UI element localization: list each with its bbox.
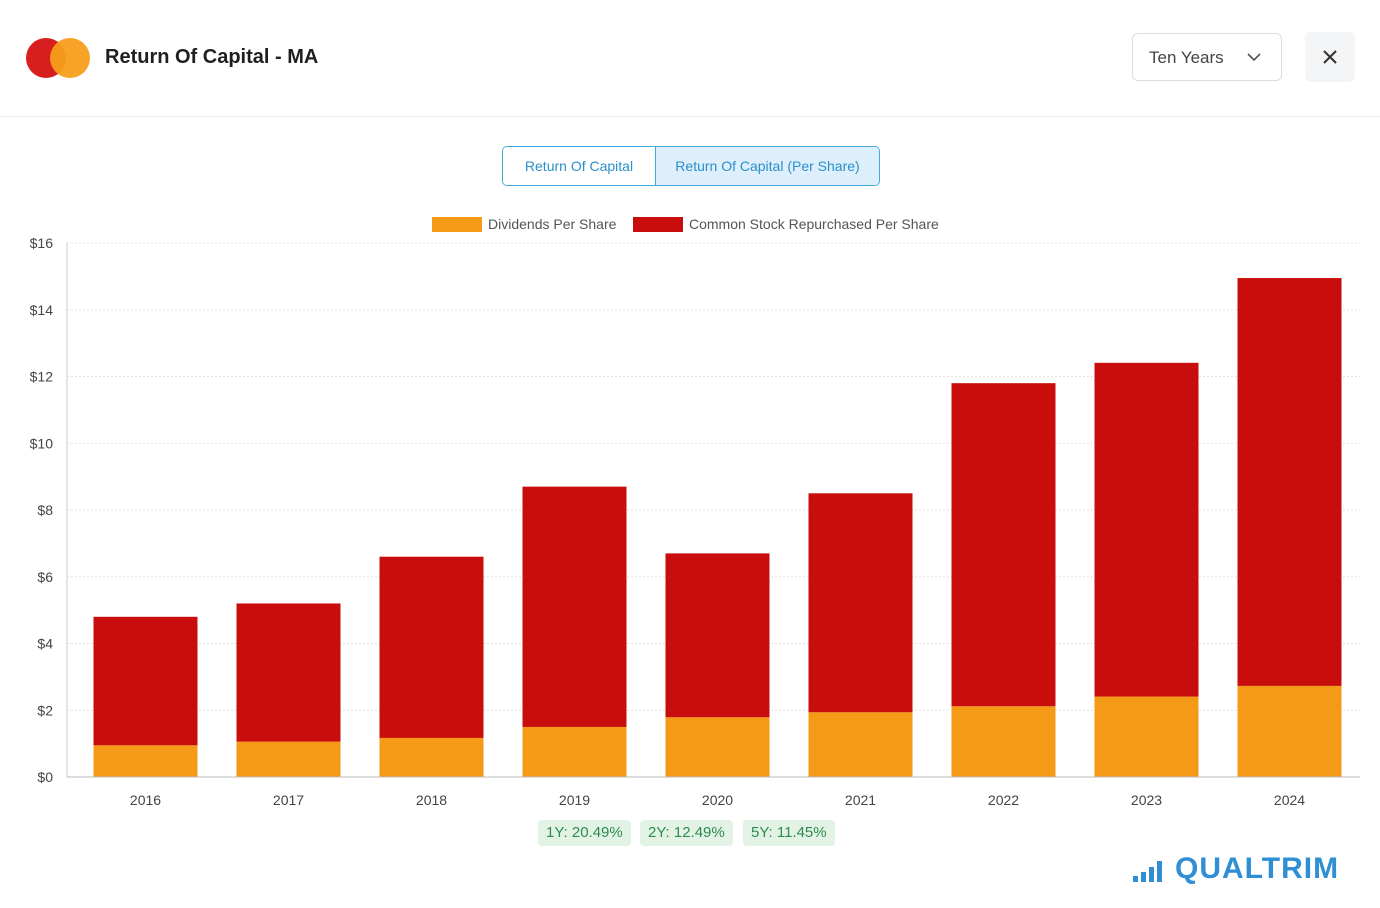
bar-repurchases[interactable] xyxy=(379,556,484,738)
chart-legend: Dividends Per Share Common Stock Repurch… xyxy=(0,214,1380,236)
bar-dividends[interactable] xyxy=(1237,685,1342,777)
signal-bars-icon xyxy=(1133,860,1169,882)
bar-dividends[interactable] xyxy=(1094,696,1199,777)
mastercard-logo xyxy=(26,38,90,78)
y-tick-label: $14 xyxy=(30,302,54,318)
bar-repurchases[interactable] xyxy=(808,493,913,713)
x-tick-label: 2020 xyxy=(702,792,733,808)
bar-repurchases[interactable] xyxy=(1094,362,1199,697)
x-tick-label: 2018 xyxy=(416,792,447,808)
x-tick-label: 2023 xyxy=(1131,792,1162,808)
close-icon xyxy=(1323,50,1337,64)
bar-repurchases[interactable] xyxy=(1237,278,1342,686)
x-tick-label: 2017 xyxy=(273,792,304,808)
legend-item-dividends[interactable]: Dividends Per Share xyxy=(432,216,616,232)
bar-dividends[interactable] xyxy=(665,717,770,777)
cagr-badge-1y: 1Y: 20.49% xyxy=(538,820,631,846)
brand-wordmark: QUALTRIM xyxy=(1175,852,1340,885)
y-tick-label: $8 xyxy=(37,502,53,518)
tab-return-of-capital[interactable]: Return Of Capital xyxy=(503,147,656,185)
bar-repurchases[interactable] xyxy=(522,486,627,727)
y-tick-label: $6 xyxy=(37,569,53,585)
close-button[interactable] xyxy=(1305,32,1355,82)
bar-dividends[interactable] xyxy=(951,706,1056,777)
y-tick-label: $16 xyxy=(30,235,54,251)
x-tick-label: 2021 xyxy=(845,792,876,808)
legend-label-dividends: Dividends Per Share xyxy=(488,216,617,232)
view-toggle: Return Of Capital Return Of Capital (Per… xyxy=(502,146,880,186)
legend-label-repurchases: Common Stock Repurchased Per Share xyxy=(689,216,939,232)
header: Return Of Capital - MA Ten Years xyxy=(0,0,1380,117)
y-tick-label: $4 xyxy=(37,636,53,652)
stacked-bar-chart: $0 $2 $4 $6 $8 $10 $12 $14 $16 2016 2017 2018 2019 20… xyxy=(30,235,1360,808)
x-tick-label: 2019 xyxy=(559,792,590,808)
x-tick-label: 2024 xyxy=(1274,792,1305,808)
cagr-badge-5y: 5Y: 11.45% xyxy=(743,820,835,846)
bar-repurchases[interactable] xyxy=(951,383,1056,707)
chevron-down-icon xyxy=(1247,53,1261,62)
qualtrim-logo: QUALTRIM xyxy=(1133,852,1353,886)
y-tick-label: $2 xyxy=(37,702,53,718)
y-tick-label: $10 xyxy=(30,435,54,451)
y-tick-label: $0 xyxy=(37,769,53,785)
bar-dividends[interactable] xyxy=(522,726,627,777)
legend-swatch-repurchases xyxy=(633,216,683,232)
bar-dividends[interactable] xyxy=(236,741,341,777)
x-tick-label: 2016 xyxy=(130,792,161,808)
cagr-badges: 1Y: 20.49% 2Y: 12.49% 5Y: 11.45% xyxy=(0,820,1380,846)
legend-swatch-dividends xyxy=(432,216,482,232)
tab-return-of-capital-per-share[interactable]: Return Of Capital (Per Share) xyxy=(656,147,879,185)
x-tick-label: 2022 xyxy=(988,792,1019,808)
time-range-value: Ten Years xyxy=(1149,48,1224,67)
bar-repurchases[interactable] xyxy=(93,616,198,746)
time-range-select[interactable]: Ten Years xyxy=(1132,33,1282,81)
bar-dividends[interactable] xyxy=(379,737,484,777)
bar-dividends[interactable] xyxy=(93,745,198,777)
bar-dividends[interactable] xyxy=(808,712,913,777)
bar-repurchases[interactable] xyxy=(665,553,770,718)
cagr-badge-2y: 2Y: 12.49% xyxy=(640,820,733,846)
y-tick-label: $12 xyxy=(30,369,54,385)
bar-repurchases[interactable] xyxy=(236,603,341,742)
legend-item-repurchases[interactable]: Common Stock Repurchased Per Share xyxy=(633,216,939,232)
page-title: Return Of Capital - MA xyxy=(105,46,319,68)
